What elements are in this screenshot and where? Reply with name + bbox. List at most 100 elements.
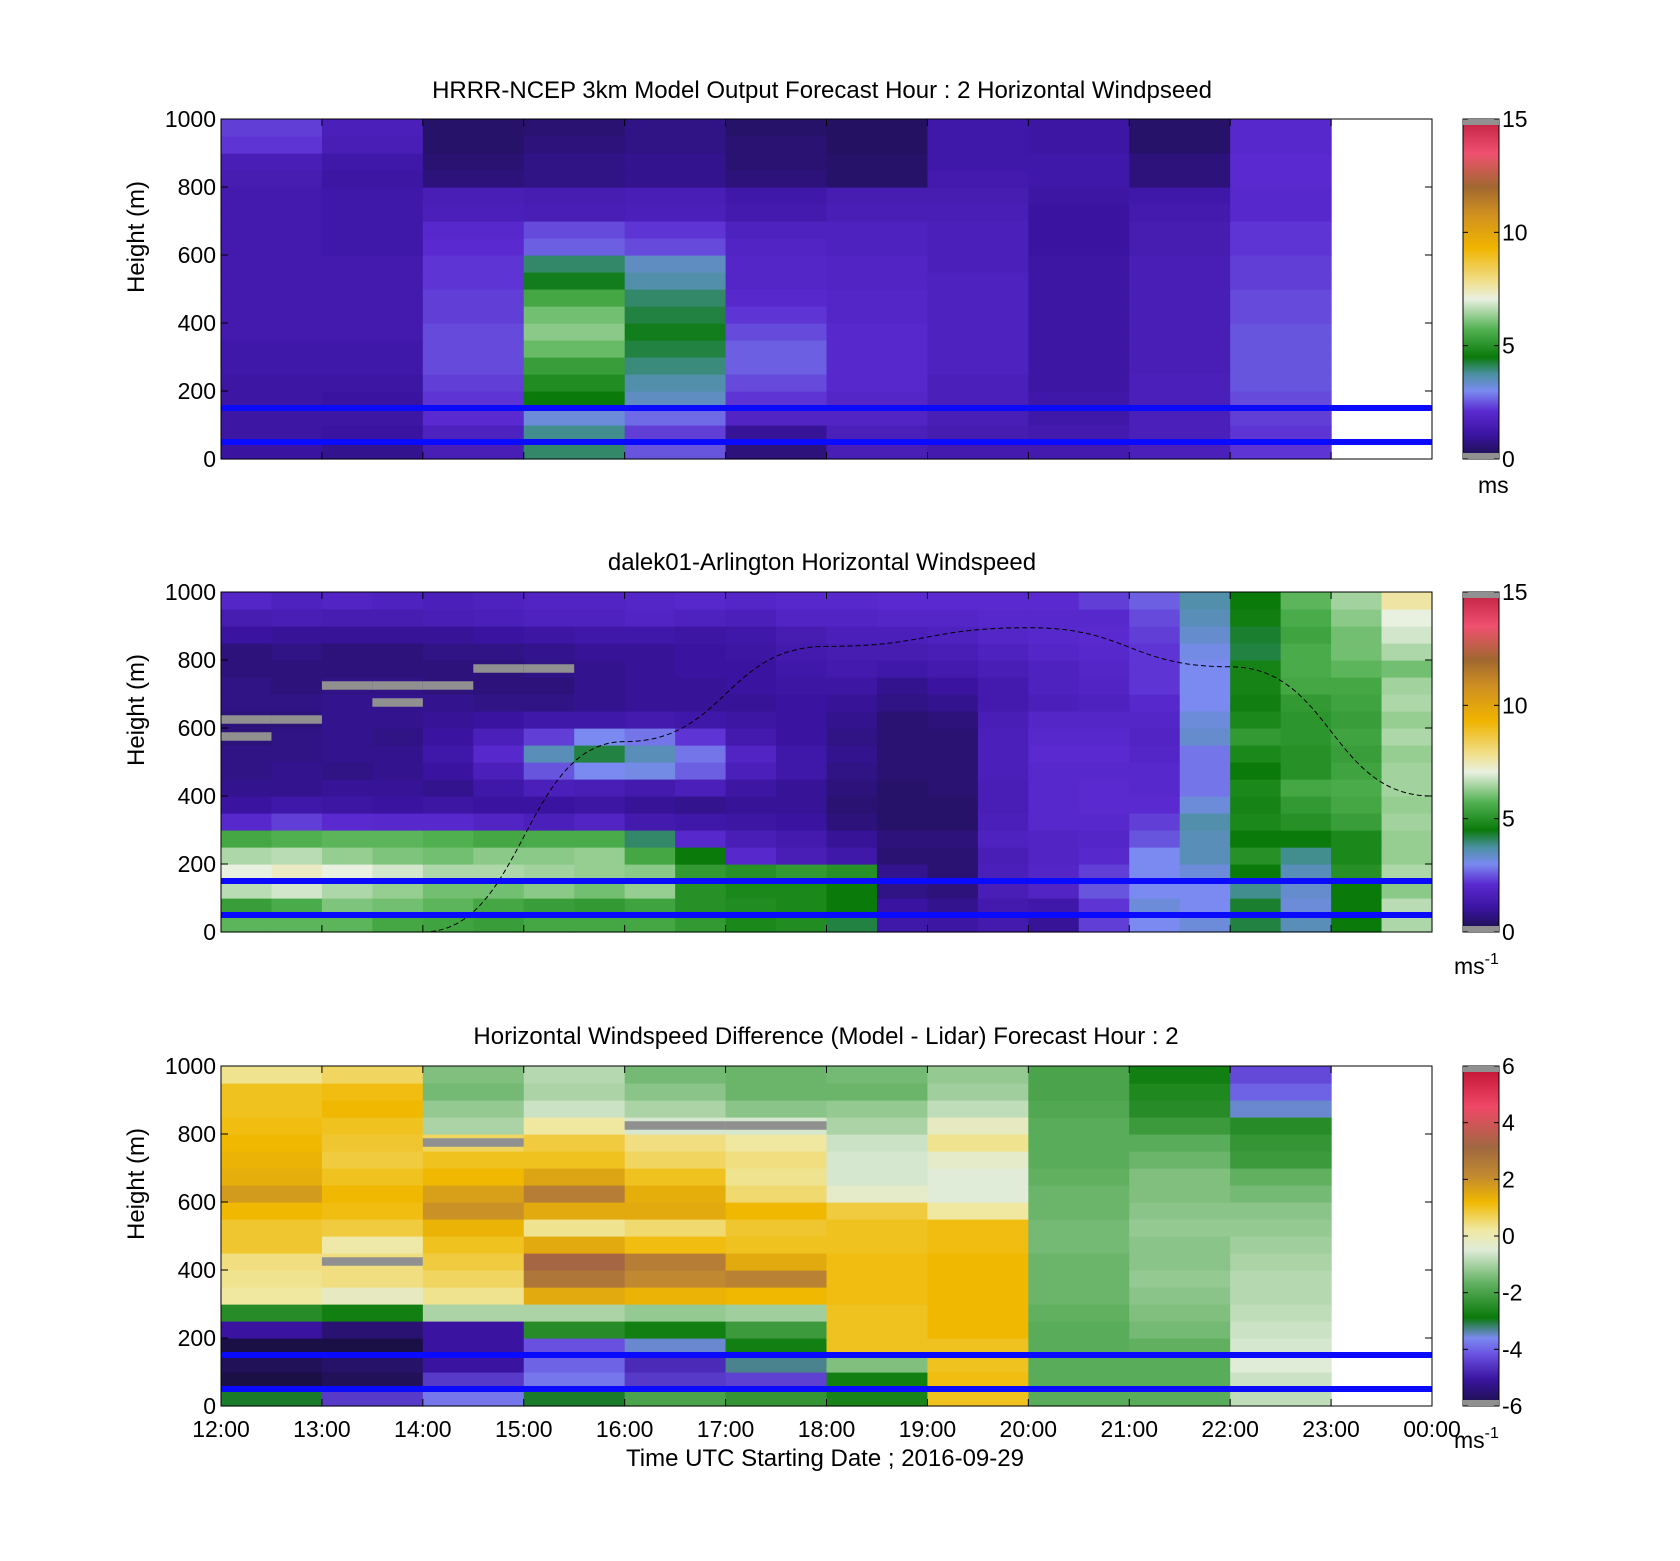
heatmap-cell [574,745,626,763]
heatmap-cell [1129,1270,1231,1288]
heatmap-cell [624,1185,727,1203]
heatmap-cell [927,1236,1029,1254]
heatmap-cell [1179,626,1231,644]
heatmap-cell [1381,660,1433,678]
heatmap-cell [725,609,777,627]
heatmap-cell [1129,1117,1231,1135]
heatmap-cell [876,847,929,865]
heatmap-cell [876,677,929,695]
heatmap-cell [725,745,777,763]
heatmap-cell [876,881,929,899]
heatmap-cell [927,374,1029,392]
heatmap-cell [1381,643,1433,661]
heatmap-cell [1028,442,1130,460]
heatmap-cell [473,728,525,746]
heatmap-cell [1230,626,1282,644]
y-tick-label: 800 [178,1121,216,1147]
heatmap-cell [1028,1304,1130,1322]
heatmap-cell [372,813,424,831]
heatmap-cell [523,323,626,341]
heatmap-cell [422,609,474,627]
heatmap-cell [321,1372,424,1390]
heatmap-cell [523,1304,626,1322]
heatmap-cell [1129,408,1231,426]
heatmap-cell [1078,762,1130,780]
heatmap-cell [826,187,929,205]
colorbar-tick-label: 5 [1502,333,1515,359]
heatmap-cell [826,745,878,763]
heatmap-cell [1129,830,1181,848]
heatmap-cell [422,1236,525,1254]
heatmap-cell [523,609,575,627]
heatmap-cell [826,204,929,222]
heatmap-cell [422,1338,525,1356]
heatmap-cell [372,779,424,797]
heatmap-cell [1331,830,1383,848]
heatmap-cell [1230,796,1282,814]
heatmap-cell [221,1321,323,1339]
heatmap-cell [1280,762,1332,780]
y-tick-label: 0 [203,919,216,945]
heatmap-cell [725,289,828,307]
heatmap-cell [624,1151,727,1169]
heatmap-cell [1331,813,1383,831]
heatmap-cell [1028,1321,1130,1339]
heatmap-cell [271,643,323,661]
heatmap-cell [1331,881,1383,899]
heatmap-cell [927,711,979,729]
heatmap-cell [826,1117,929,1135]
missing-data-cell [372,681,423,690]
heatmap-cell [624,1389,727,1407]
heatmap-cell [826,119,929,137]
heatmap-cell [1331,898,1383,916]
heatmap-cell [675,915,727,933]
x-tick-label: 18:00 [798,1416,856,1442]
heatmap-cell [675,745,727,763]
heatmap-cell [876,643,929,661]
heatmap-cell [221,626,273,644]
heatmap-cell [221,425,323,443]
colorbar-under [1463,926,1499,932]
heatmap-cell [523,762,575,780]
heatmap-cell [221,289,323,307]
colorbar-tick-label: 5 [1502,806,1515,832]
heatmap-cell [271,898,323,916]
heatmap-cell [1129,1219,1231,1237]
heatmap-cell [1028,374,1130,392]
heatmap-cell [321,408,424,426]
heatmap-cell [725,408,828,426]
heatmap-cell [826,1219,929,1237]
heatmap-cell [826,238,929,256]
unit-base: ms [1454,1427,1485,1453]
heatmap-cell [321,170,424,188]
heatmap-cell [422,711,474,729]
heatmap-cell [1230,1185,1332,1203]
heatmap-cell [1028,779,1080,797]
heatmap-cell [574,796,626,814]
y-tick-label: 600 [178,1189,216,1215]
heatmap-cell [776,609,828,627]
heatmap-cell [1129,289,1231,307]
heatmap-cell [372,592,424,610]
heatmap-cell [422,813,474,831]
heatmap-cell [1028,408,1130,426]
colorbar-tick-label: 15 [1502,106,1528,132]
heatmap-cell [1129,1355,1231,1373]
heatmap-cell [271,813,323,831]
heatmap-cell [977,847,1029,865]
heatmap-cell [927,762,979,780]
heatmap-cell [422,340,525,358]
heatmap-cell [221,762,273,780]
heatmap-cell [1230,779,1282,797]
heatmap-cell [321,745,373,763]
heatmap-cell [321,204,424,222]
heatmap-cell [876,694,929,712]
heatmap-cell [826,1185,929,1203]
heatmap-cell [473,626,525,644]
heatmap-cell [1381,677,1433,695]
heatmap-cell [624,694,676,712]
heatmap-cell [1381,694,1433,712]
heatmap-cell [523,425,626,443]
heatmap-cell [1129,1066,1231,1084]
heatmap-cell [725,728,777,746]
